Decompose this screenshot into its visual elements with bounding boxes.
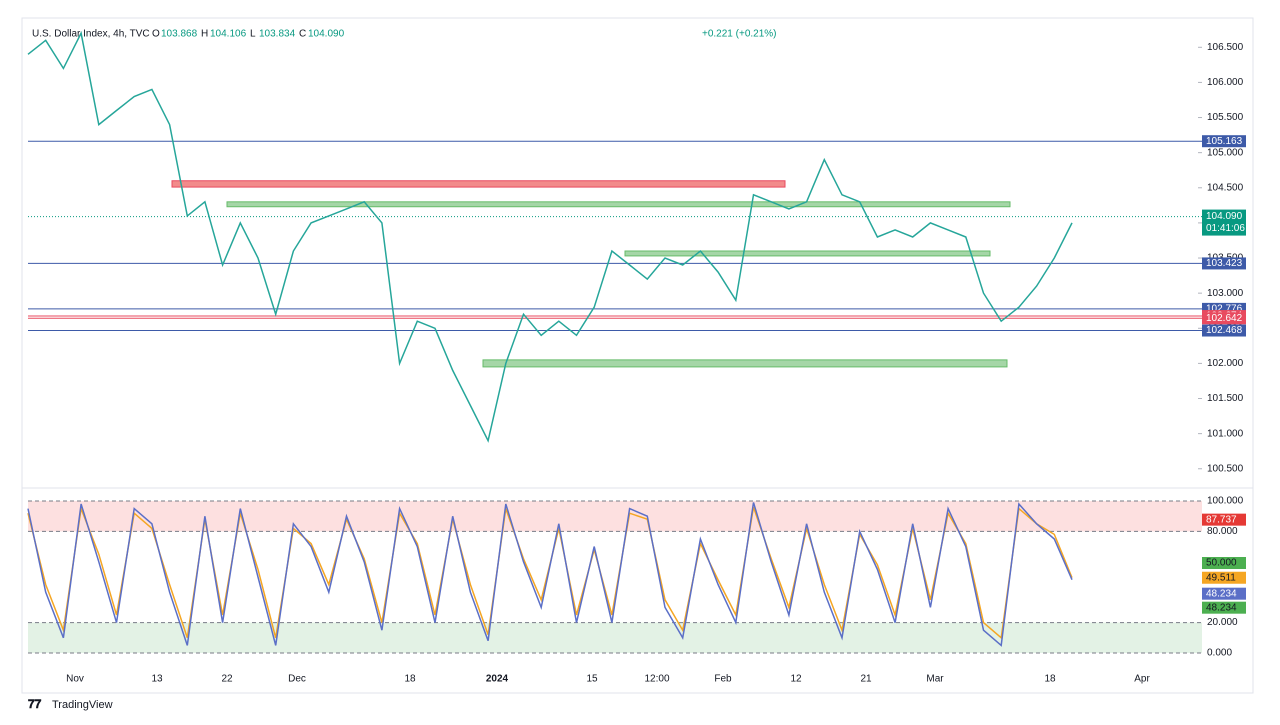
overbought-band: [28, 501, 1202, 532]
osc-badge: [1202, 557, 1246, 569]
level-badge: [1202, 135, 1246, 148]
series-line: [27, 30, 1073, 443]
ohlc-value: 104.106: [210, 29, 247, 40]
price-tick-label: 103.000: [1207, 288, 1244, 299]
price-tick-label: 106.000: [1207, 77, 1244, 88]
osc-tick-label: 20.000: [1207, 617, 1238, 628]
price-tick-label: 104.500: [1207, 182, 1244, 193]
level-label: 103.423: [1206, 258, 1243, 269]
level-label: 102.642: [1206, 313, 1243, 324]
price-tick-label: 102.000: [1207, 358, 1244, 369]
level-label: 105.163: [1206, 136, 1243, 147]
price-tick-label: 105.000: [1207, 147, 1244, 158]
osc-tick-label: 0.000: [1207, 648, 1232, 659]
ohlc-key: L: [250, 29, 256, 40]
ohlc-value: 103.834: [259, 29, 296, 40]
ohlc-value: 104.090: [308, 29, 345, 40]
ohlc-key: O: [152, 29, 160, 40]
ohlc-value: 103.868: [161, 29, 198, 40]
osc-badge-label: 48.234: [1206, 602, 1237, 613]
osc-badge: [1202, 587, 1246, 600]
ohlc-key: H: [201, 29, 208, 40]
x-tick-label: Dec: [288, 674, 306, 685]
oversold-band: [28, 622, 1202, 653]
x-tick-label: Apr: [1134, 674, 1150, 685]
zone: [482, 359, 1008, 368]
change: +0.221 (+0.21%): [702, 29, 777, 40]
x-tick-label: 22: [221, 674, 233, 685]
x-tick-label: Feb: [714, 674, 732, 685]
logo: 𝟕𝟕: [28, 697, 42, 711]
osc-badge-label: 50.000: [1206, 558, 1237, 569]
level-badge: [1202, 257, 1246, 270]
x-tick-label: 18: [404, 674, 416, 685]
x-tick-label: Mar: [926, 674, 944, 685]
level-label: 102.468: [1206, 325, 1243, 336]
price-tick-label: 100.500: [1207, 463, 1244, 474]
brand: TradingView: [52, 699, 113, 711]
osc-badge-label: 48.234: [1206, 588, 1237, 599]
price-tick-label: 106.500: [1207, 42, 1244, 53]
x-tick-label: 12: [790, 674, 802, 685]
x-tick-label: 18: [1044, 674, 1056, 685]
x-tick-label: 2024: [486, 674, 509, 685]
zone: [624, 250, 991, 257]
last-badge: [1202, 209, 1246, 236]
zone: [171, 180, 786, 188]
level-badge: [1202, 324, 1246, 337]
osc-badge: [1202, 571, 1246, 584]
countdown: 01:41:06: [1206, 223, 1245, 234]
price-tick-label: 101.500: [1207, 393, 1244, 404]
symbol: U.S. Dollar Index, 4h, TVC: [32, 29, 150, 40]
series-line: [27, 502, 1073, 647]
x-tick-label: 13: [151, 674, 163, 685]
osc-badge-label: 87.737: [1206, 514, 1237, 525]
osc-tick-label: 100.000: [1207, 496, 1244, 507]
price-tick-label: 105.500: [1207, 112, 1244, 123]
osc-tick-label: 80.000: [1207, 526, 1238, 537]
frame: [21, 17, 1254, 694]
level-badge: [1202, 312, 1246, 325]
x-tick-label: 12:00: [644, 674, 669, 685]
osc-badge: [1202, 601, 1246, 614]
zone: [226, 201, 1011, 208]
x-tick-label: Nov: [66, 674, 84, 685]
price-tick-label: 101.000: [1207, 428, 1244, 439]
x-tick-label: 15: [586, 674, 598, 685]
ohlc-key: C: [299, 29, 306, 40]
x-tick-label: 21: [860, 674, 872, 685]
last-label: 104.090: [1206, 211, 1243, 222]
osc-badge-label: 49.511: [1206, 572, 1236, 583]
level-label: 102.776: [1206, 304, 1243, 315]
osc-badge: [1202, 513, 1246, 526]
